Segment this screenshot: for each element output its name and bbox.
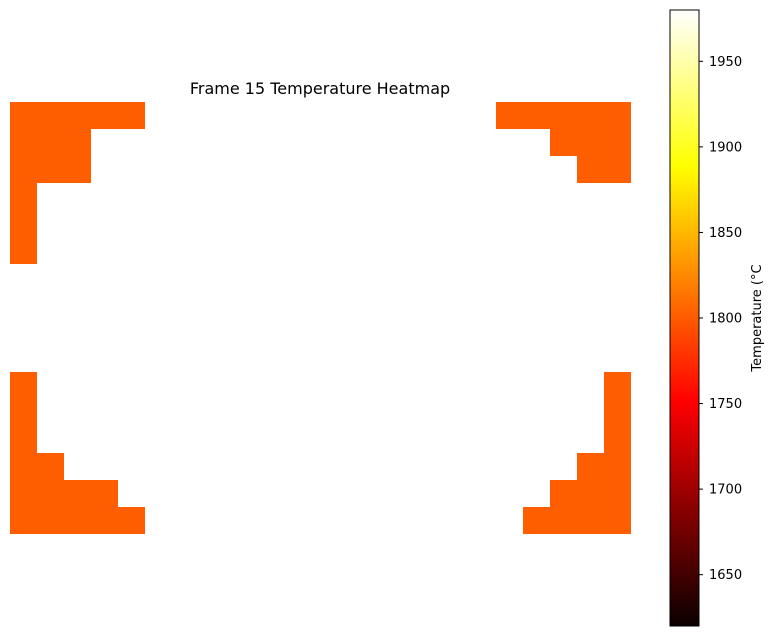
- heatmap-cell: [10, 426, 37, 453]
- heatmap-cell: [604, 372, 631, 399]
- heatmap-cell: [37, 156, 64, 183]
- heatmap-cell: [10, 156, 37, 183]
- heatmap-cell: [118, 102, 145, 129]
- heatmap-cell: [550, 507, 577, 534]
- heatmap-cell: [91, 102, 118, 129]
- colorbar-tick-label: 1800: [709, 312, 742, 327]
- heatmap-cell: [604, 507, 631, 534]
- heatmap-cell: [577, 507, 604, 534]
- colorbar-ticks: 1650 1700 1750 1800 1850 1900 1950: [699, 55, 742, 583]
- heatmap-cell: [604, 453, 631, 480]
- heatmap-cell: [37, 102, 64, 129]
- colorbar: 1650 1700 1750 1800 1850 1900 1950 Temperature…: [669, 9, 765, 627]
- heatmap-cell: [577, 102, 604, 129]
- heatmap-cell: [550, 129, 577, 156]
- heatmap-cell: [37, 507, 64, 534]
- heatmap-cell: [604, 480, 631, 507]
- heatmap-cell: [10, 372, 37, 399]
- heatmap-cell: [10, 129, 37, 156]
- heatmap-cell: [604, 102, 631, 129]
- heatmap-cell: [64, 507, 91, 534]
- heatmap-cell: [37, 453, 64, 480]
- heatmap-cell: [64, 129, 91, 156]
- heatmap-cells: [10, 102, 631, 534]
- heatmap-cell: [604, 129, 631, 156]
- colorbar-tick-label: 1850: [709, 226, 742, 241]
- heatmap-cell: [10, 237, 37, 264]
- heatmap-cell: [10, 102, 37, 129]
- heatmap-cell: [577, 453, 604, 480]
- heatmap-cell: [64, 102, 91, 129]
- heatmap-cell: [523, 102, 550, 129]
- heatmap-cell: [10, 210, 37, 237]
- colorbar-tick-label: 1700: [709, 483, 742, 498]
- heatmap-cell: [10, 399, 37, 426]
- heatmap-cell: [604, 156, 631, 183]
- heatmap-cell: [10, 507, 37, 534]
- heatmap-cell: [604, 426, 631, 453]
- heatmap-cell: [91, 507, 118, 534]
- heatmap-cell: [10, 453, 37, 480]
- colorbar-tick-label: 1750: [709, 397, 742, 412]
- heatmap-cell: [496, 102, 523, 129]
- heatmap-cell: [577, 129, 604, 156]
- heatmap-cell: [604, 399, 631, 426]
- heatmap-cell: [64, 156, 91, 183]
- heatmap-cell: [118, 507, 145, 534]
- chart-title: Frame 15 Temperature Heatmap: [190, 79, 450, 98]
- colorbar-tick-label: 1650: [709, 568, 742, 583]
- heatmap-cell: [37, 480, 64, 507]
- heatmap-cell: [64, 480, 91, 507]
- colorbar-label: Temperature (°C: [750, 264, 765, 372]
- heatmap-cell: [550, 102, 577, 129]
- heatmap-cell: [577, 480, 604, 507]
- heatmap-cell: [37, 129, 64, 156]
- heatmap-cell: [550, 480, 577, 507]
- colorbar-tick-label: 1900: [709, 140, 742, 155]
- colorbar-tick-label: 1950: [709, 55, 742, 70]
- heatmap-cell: [10, 480, 37, 507]
- colorbar-gradient: [669, 9, 700, 627]
- heatmap-cell: [523, 507, 550, 534]
- heatmap-cell: [577, 156, 604, 183]
- heatmap-cell: [91, 480, 118, 507]
- heatmap-cell: [10, 183, 37, 210]
